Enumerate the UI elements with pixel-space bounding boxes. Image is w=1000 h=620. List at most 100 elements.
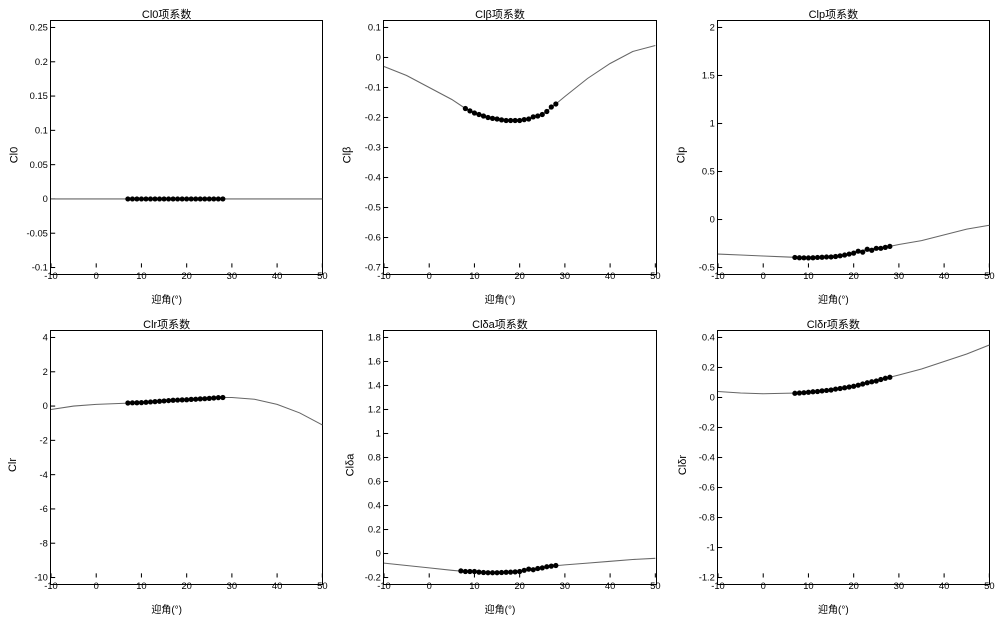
svg-text:0.4: 0.4 xyxy=(701,332,714,343)
svg-text:20: 20 xyxy=(515,270,525,281)
svg-text:0.25: 0.25 xyxy=(30,22,48,33)
data-marker xyxy=(463,569,468,574)
data-marker xyxy=(508,570,513,575)
data-marker xyxy=(486,115,491,120)
data-marker xyxy=(869,248,874,253)
svg-text:10: 10 xyxy=(136,580,146,591)
data-marker xyxy=(540,112,545,117)
y-axis-label: Clr xyxy=(7,458,19,472)
svg-text:-2: -2 xyxy=(40,434,48,445)
svg-text:-0.2: -0.2 xyxy=(365,572,381,583)
data-marker xyxy=(130,400,135,405)
data-marker xyxy=(161,196,166,201)
svg-text:-0.4: -0.4 xyxy=(365,172,381,183)
svg-text:-0.05: -0.05 xyxy=(26,227,47,238)
svg-text:40: 40 xyxy=(939,270,949,281)
data-marker xyxy=(148,399,153,404)
data-marker xyxy=(833,254,838,259)
svg-text:-0.2: -0.2 xyxy=(698,422,714,433)
svg-text:40: 40 xyxy=(939,580,949,591)
data-marker xyxy=(873,378,878,383)
data-marker xyxy=(481,570,486,575)
data-marker xyxy=(152,196,157,201)
data-marker xyxy=(166,196,171,201)
svg-text:30: 30 xyxy=(893,270,903,281)
data-marker xyxy=(486,570,491,575)
data-marker xyxy=(828,387,833,392)
data-marker xyxy=(157,399,162,404)
data-marker xyxy=(216,196,221,201)
data-marker xyxy=(125,196,130,201)
data-marker xyxy=(202,396,207,401)
svg-text:0: 0 xyxy=(94,270,99,281)
svg-text:1: 1 xyxy=(709,118,714,129)
data-marker xyxy=(878,377,883,382)
svg-text:0: 0 xyxy=(760,270,765,281)
data-marker xyxy=(887,375,892,380)
chart-panel-1: Clβ项系数Clβ迎角(°)-1001020304050-0.7-0.6-0.5… xyxy=(333,0,666,310)
svg-text:-4: -4 xyxy=(40,469,48,480)
data-marker xyxy=(864,247,869,252)
svg-text:2: 2 xyxy=(43,366,48,377)
svg-text:20: 20 xyxy=(181,580,191,591)
data-marker xyxy=(792,255,797,260)
data-marker xyxy=(504,570,509,575)
data-marker xyxy=(855,383,860,388)
data-marker xyxy=(134,400,139,405)
svg-text:50: 50 xyxy=(984,270,994,281)
data-marker xyxy=(810,389,815,394)
data-marker xyxy=(855,249,860,254)
x-axis-label: 迎角(°) xyxy=(151,601,182,616)
chart-title: Clβ项系数 xyxy=(475,6,525,22)
data-marker xyxy=(180,196,185,201)
data-marker xyxy=(792,391,797,396)
data-marker xyxy=(490,116,495,121)
plot-area: -1001020304050-0.1-0.0500.050.10.150.20.… xyxy=(50,20,323,275)
data-marker xyxy=(134,196,139,201)
svg-text:1.8: 1.8 xyxy=(368,332,381,343)
data-marker xyxy=(468,108,473,113)
x-axis-label: 迎角(°) xyxy=(151,291,182,306)
chart-panel-3: Clr项系数Clr迎角(°)-1001020304050-10-8-6-4-20… xyxy=(0,310,333,620)
svg-text:40: 40 xyxy=(605,580,615,591)
data-marker xyxy=(851,251,856,256)
data-marker xyxy=(796,390,801,395)
y-axis-label: Cl0 xyxy=(8,147,20,164)
svg-text:-0.8: -0.8 xyxy=(698,512,714,523)
svg-text:50: 50 xyxy=(317,270,327,281)
svg-text:30: 30 xyxy=(560,580,570,591)
svg-text:-0.7: -0.7 xyxy=(365,262,381,273)
svg-text:0: 0 xyxy=(43,193,48,204)
data-marker xyxy=(463,106,468,111)
data-marker xyxy=(198,396,203,401)
data-marker xyxy=(846,384,851,389)
svg-text:20: 20 xyxy=(848,580,858,591)
data-marker xyxy=(193,397,198,402)
y-axis-label: Clβ xyxy=(342,147,354,164)
svg-text:-1: -1 xyxy=(706,542,714,553)
data-marker xyxy=(477,570,482,575)
data-marker xyxy=(468,569,473,574)
x-axis-label: 迎角(°) xyxy=(818,291,849,306)
data-marker xyxy=(499,570,504,575)
svg-text:-1.2: -1.2 xyxy=(698,572,714,583)
data-marker xyxy=(143,400,148,405)
data-marker xyxy=(504,118,509,123)
svg-text:0.4: 0.4 xyxy=(368,500,381,511)
data-marker xyxy=(526,567,531,572)
svg-text:10: 10 xyxy=(470,580,480,591)
svg-text:0: 0 xyxy=(427,580,432,591)
data-marker xyxy=(513,569,518,574)
data-marker xyxy=(846,251,851,256)
svg-text:40: 40 xyxy=(605,270,615,281)
svg-text:10: 10 xyxy=(803,580,813,591)
svg-text:-10: -10 xyxy=(34,572,48,583)
data-marker xyxy=(810,255,815,260)
data-marker xyxy=(549,564,554,569)
svg-text:40: 40 xyxy=(272,270,282,281)
x-axis-label: 迎角(°) xyxy=(485,601,516,616)
svg-text:0.6: 0.6 xyxy=(368,476,381,487)
x-axis-label: 迎角(°) xyxy=(818,601,849,616)
data-marker xyxy=(125,400,130,405)
data-marker xyxy=(220,395,225,400)
